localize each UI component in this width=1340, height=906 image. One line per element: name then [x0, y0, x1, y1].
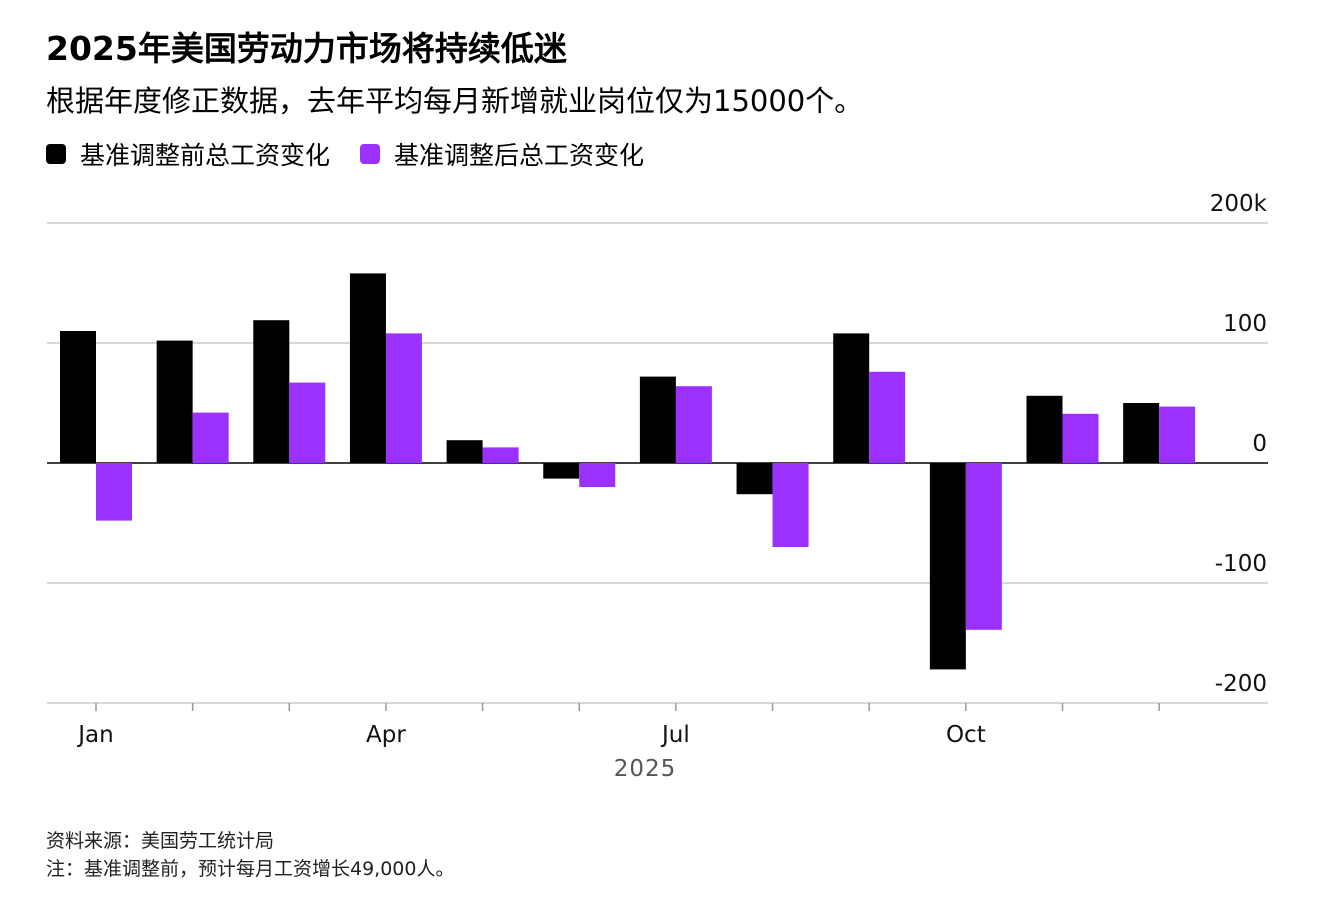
- bar-before-may: [446, 440, 483, 463]
- chart-subtitle: 根据年度修正数据，去年平均每月新增就业岗位仅为15000个。: [46, 84, 864, 118]
- x-tick-label: Jan: [76, 722, 113, 748]
- bar-after-oct: [965, 463, 1002, 630]
- bar-before-dec: [1123, 403, 1160, 463]
- bar-after-mar: [289, 382, 326, 463]
- bar-before-mar: [253, 320, 290, 463]
- bar-after-nov: [1062, 413, 1099, 463]
- bar-after-jan: [96, 463, 132, 521]
- legend: 基准调整前总工资变化 基准调整后总工资变化: [46, 136, 644, 172]
- y-tick-label: 0: [1252, 431, 1267, 457]
- bar-before-jun: [543, 463, 580, 479]
- bar-after-jun: [579, 463, 616, 487]
- bar-before-nov: [1026, 395, 1063, 463]
- x-tick-label: Apr: [366, 722, 406, 748]
- bar-after-dec: [1159, 406, 1196, 463]
- x-axis-label: 2025: [614, 756, 677, 782]
- bar-before-jul: [639, 376, 676, 463]
- source-note: 资料来源：美国劳工统计局: [46, 830, 275, 852]
- x-tick-label: Jul: [660, 722, 690, 748]
- y-tick-label: 100: [1223, 311, 1267, 337]
- bar-after-feb: [192, 412, 229, 463]
- bar-after-aug: [772, 463, 809, 547]
- legend-item-after: 基准调整后总工资变化: [360, 136, 644, 172]
- legend-swatch-black: [46, 144, 66, 164]
- chart-title: 2025年美国劳动力市场将持续低迷: [46, 29, 567, 68]
- legend-label: 基准调整前总工资变化: [80, 141, 331, 170]
- bar-before-oct: [929, 463, 966, 670]
- y-tick-label: 200k: [1210, 191, 1268, 217]
- bar-before-aug: [736, 463, 773, 495]
- footnote: 注：基准调整前，预计每月工资增长49,000人。: [46, 858, 455, 880]
- y-tick-label: -200: [1215, 671, 1267, 697]
- x-tick-label: Oct: [946, 722, 986, 748]
- bar-after-sep: [869, 371, 906, 463]
- bar-before-feb: [156, 340, 193, 463]
- legend-swatch-purple: [360, 144, 381, 164]
- bar-before-sep: [833, 333, 870, 463]
- bar-after-may: [482, 447, 519, 463]
- bar-before-jan: [60, 331, 96, 463]
- y-tick-label: -100: [1215, 551, 1267, 577]
- legend-label: 基准调整后总工资变化: [394, 141, 645, 170]
- legend-item-before: 基准调整前总工资变化: [46, 136, 330, 172]
- bar-before-apr: [349, 273, 386, 463]
- bar-after-jul: [675, 386, 712, 463]
- bar-after-apr: [385, 333, 422, 463]
